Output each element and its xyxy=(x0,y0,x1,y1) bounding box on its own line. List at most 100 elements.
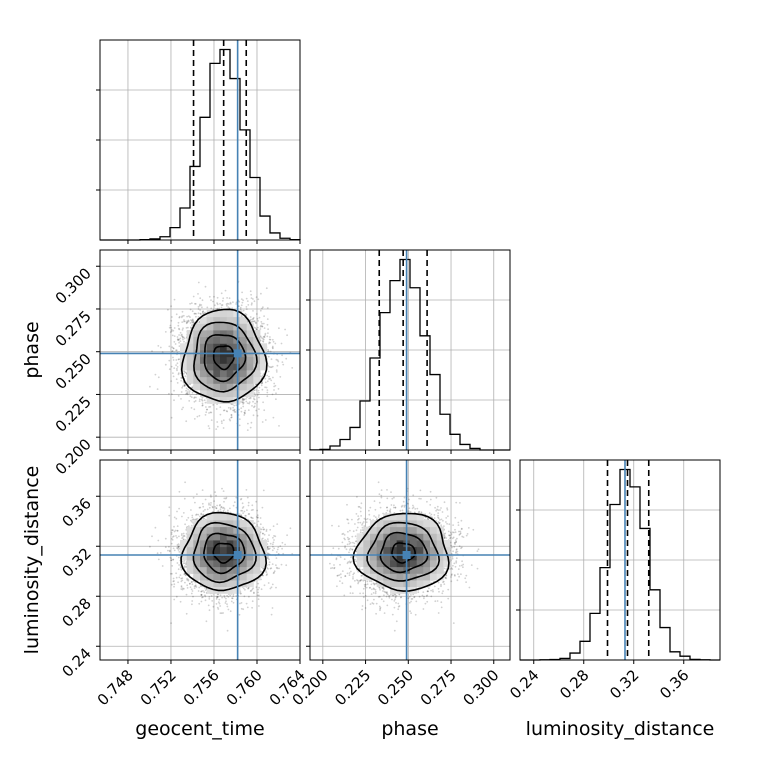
scatter-point xyxy=(202,313,205,315)
scatter-point xyxy=(394,596,397,599)
scatter-point xyxy=(178,345,181,347)
scatter-point xyxy=(262,340,265,343)
scatter-point xyxy=(183,535,186,537)
scatter-point xyxy=(173,389,175,392)
scatter-point xyxy=(240,310,243,313)
scatter-point xyxy=(265,530,268,532)
scatter-point xyxy=(262,532,264,535)
scatter-point xyxy=(240,509,243,512)
density-cell xyxy=(200,336,208,344)
scatter-point xyxy=(270,366,273,369)
scatter-point xyxy=(253,398,256,401)
scatter-point xyxy=(373,583,376,586)
density-cell xyxy=(246,323,254,331)
scatter-point xyxy=(354,558,356,561)
density-cell xyxy=(220,330,228,338)
scatter-point xyxy=(221,596,224,599)
scatter-point xyxy=(267,582,270,584)
scatter-point xyxy=(225,600,227,603)
scatter-point xyxy=(192,295,195,298)
scatter-point xyxy=(186,587,189,589)
scatter-point xyxy=(268,342,270,345)
scatter-point xyxy=(260,321,263,323)
scatter-point xyxy=(222,612,225,614)
scatter-point xyxy=(258,594,260,597)
scatter-point xyxy=(276,359,279,362)
scatter-point xyxy=(281,541,284,544)
scatter-point xyxy=(233,408,236,411)
density-cell xyxy=(220,356,228,364)
scatter-point xyxy=(183,340,185,343)
scatter-point xyxy=(214,304,216,307)
scatter-point xyxy=(268,548,270,550)
scatter-point xyxy=(178,490,181,493)
scatter-point xyxy=(275,392,277,395)
scatter-point xyxy=(243,398,246,401)
scatter-point xyxy=(240,298,243,300)
scatter-point xyxy=(241,291,244,294)
scatter-point xyxy=(267,355,270,358)
scatter-point xyxy=(191,519,194,521)
density-cell xyxy=(206,383,214,391)
scatter-point xyxy=(180,377,183,379)
scatter-point xyxy=(252,400,254,403)
scatter-point xyxy=(348,567,351,570)
scatter-point xyxy=(262,526,264,529)
scatter-point xyxy=(149,385,151,388)
scatter-point xyxy=(378,514,380,517)
scatter-point xyxy=(208,598,211,600)
scatter-point xyxy=(262,337,264,340)
scatter-point xyxy=(443,501,446,504)
scatter-point xyxy=(190,319,192,321)
scatter-point xyxy=(245,306,248,308)
density-cell xyxy=(246,573,254,581)
scatter-point xyxy=(437,512,440,514)
scatter-point xyxy=(177,568,180,571)
scatter-point xyxy=(468,586,471,589)
scatter-point xyxy=(247,587,250,590)
scatter-point xyxy=(171,529,173,532)
scatter-point xyxy=(219,594,222,597)
scatter-point xyxy=(200,590,203,593)
scatter-point xyxy=(254,327,257,329)
scatter-point xyxy=(189,582,191,585)
scatter-point xyxy=(241,397,244,400)
scatter-point xyxy=(180,588,183,590)
scatter-point xyxy=(178,507,181,510)
scatter-point xyxy=(176,369,178,372)
scatter-point xyxy=(363,517,366,520)
scatter-point xyxy=(208,502,210,505)
density-cell xyxy=(206,526,214,534)
scatter-point xyxy=(243,412,246,414)
scatter-point xyxy=(253,392,256,395)
scatter-point xyxy=(264,334,267,336)
scatter-point xyxy=(204,311,206,314)
scatter-point xyxy=(177,395,180,397)
scatter-point xyxy=(438,522,440,525)
scatter-point xyxy=(246,606,249,609)
scatter-point xyxy=(201,502,204,505)
scatter-point xyxy=(154,526,157,529)
scatter-point xyxy=(333,564,335,566)
scatter-point xyxy=(170,380,173,382)
density-cell xyxy=(206,330,214,338)
scatter-point xyxy=(282,363,285,366)
scatter-point xyxy=(348,551,350,554)
scatter-point xyxy=(184,481,187,484)
scatter-point xyxy=(264,332,267,335)
scatter-point xyxy=(252,397,255,400)
scatter-point xyxy=(191,581,193,583)
density-cell xyxy=(253,560,261,568)
scatter-point xyxy=(262,338,265,341)
scatter-point xyxy=(378,595,381,598)
scatter-point xyxy=(233,404,236,407)
scatter-point xyxy=(157,376,160,379)
scatter-point xyxy=(194,302,196,305)
scatter-point xyxy=(253,522,256,525)
density-cell xyxy=(246,526,254,534)
scatter-point xyxy=(177,543,180,545)
scatter-point xyxy=(265,571,268,574)
scatter-point xyxy=(249,290,252,293)
scatter-point xyxy=(229,610,232,613)
scatter-point xyxy=(263,533,266,536)
